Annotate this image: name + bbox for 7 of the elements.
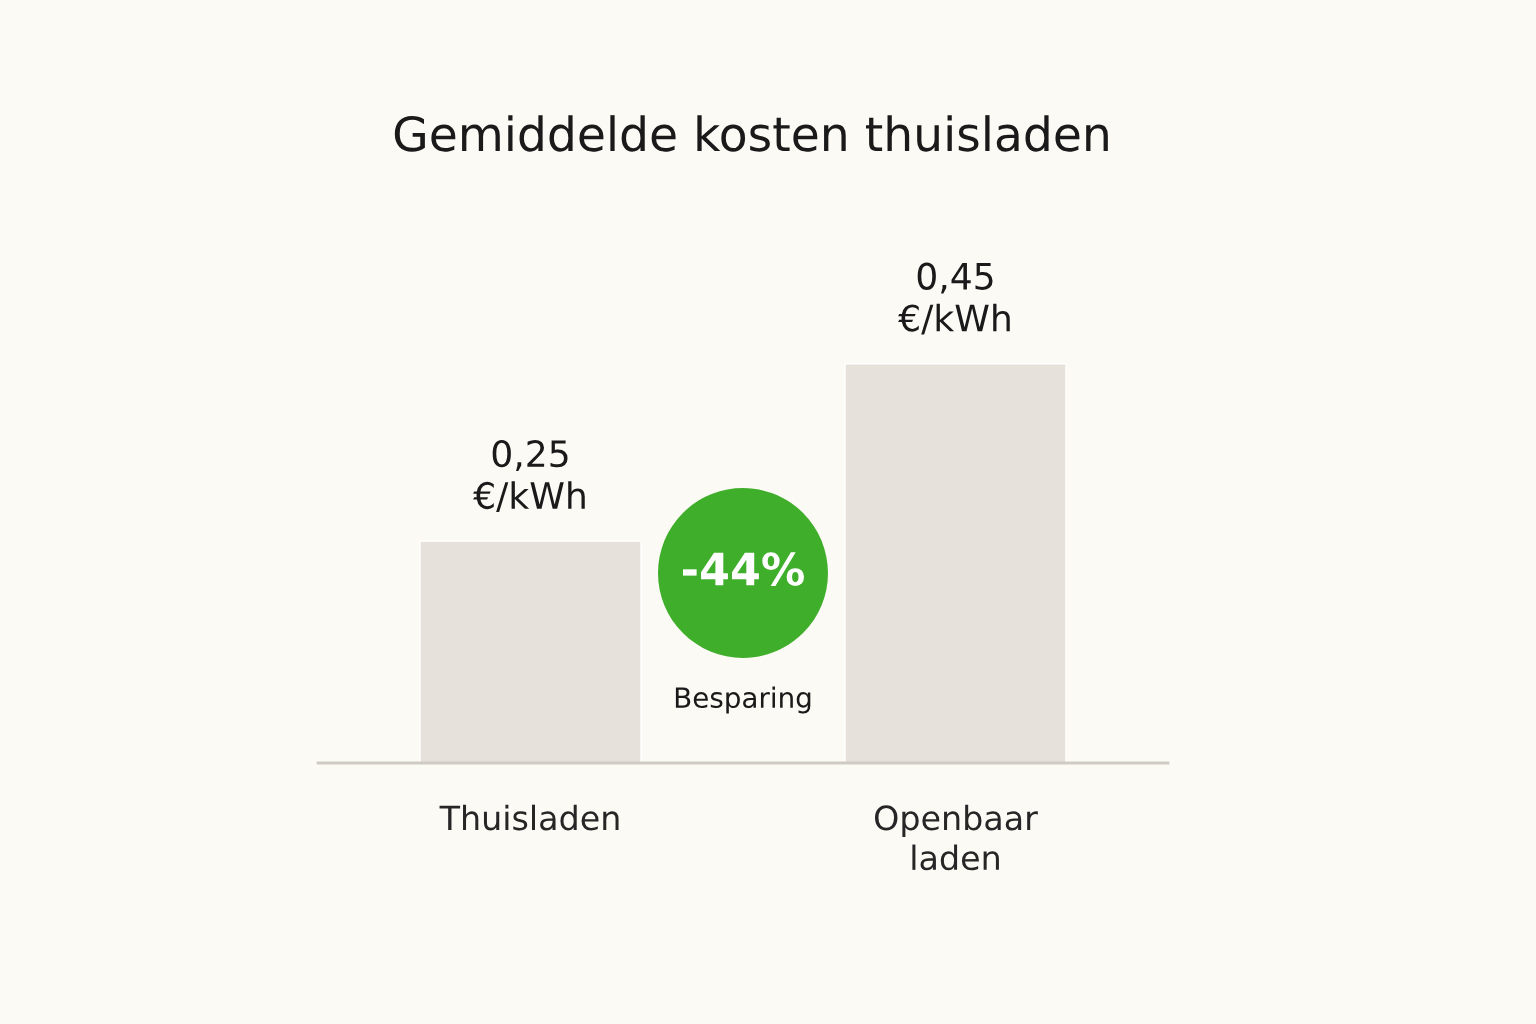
annotation: -44%: [683, 552, 804, 586]
x-tick-label: Openbaar laden: [874, 804, 1038, 871]
annotation: Besparing: [675, 686, 811, 714]
x-tick-label: Thuisladen: [439, 804, 619, 831]
chart-title: Gemiddelde kosten thuisladen: [394, 115, 1108, 152]
data-label: 0,25 €/kWh: [473, 440, 585, 513]
data-label: 0,45 €/kWh: [898, 262, 1010, 335]
